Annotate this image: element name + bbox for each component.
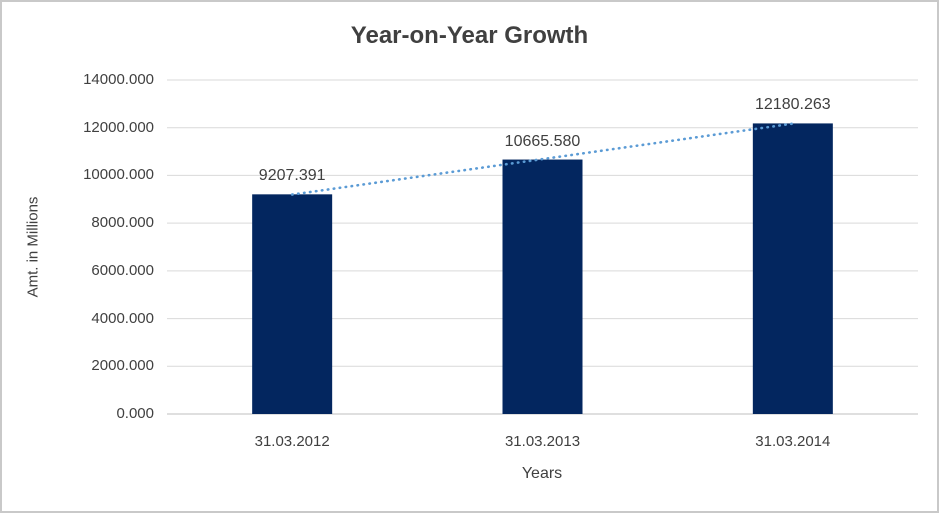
trendline — [290, 122, 795, 196]
x-axis-title: Years — [521, 465, 563, 482]
x-tick-label: 31.03.2013 — [504, 433, 581, 450]
y-tick-label: 6000.000 — [91, 261, 154, 279]
y-tick-label: 10000.000 — [83, 166, 154, 184]
bar — [252, 194, 333, 414]
data-label: 10665.580 — [504, 132, 581, 150]
x-tick-label: 31.03.2014 — [755, 433, 831, 450]
y-tick-label: 12000.000 — [83, 118, 154, 136]
data-label: 12180.263 — [755, 96, 831, 114]
y-tick-label: 14000.000 — [83, 71, 154, 88]
bar — [752, 123, 833, 414]
x-tick-label: 31.03.2012 — [254, 433, 330, 450]
bar — [502, 159, 583, 414]
data-label: 9207.391 — [258, 167, 326, 185]
y-tick-label: 4000.000 — [91, 309, 154, 327]
y-tick-label: 0.000 — [116, 405, 154, 422]
y-tick-label: 8000.000 — [91, 214, 154, 232]
chart-title: Year-on-Year Growth — [350, 22, 589, 49]
y-tick-label: 2000.000 — [91, 357, 154, 375]
